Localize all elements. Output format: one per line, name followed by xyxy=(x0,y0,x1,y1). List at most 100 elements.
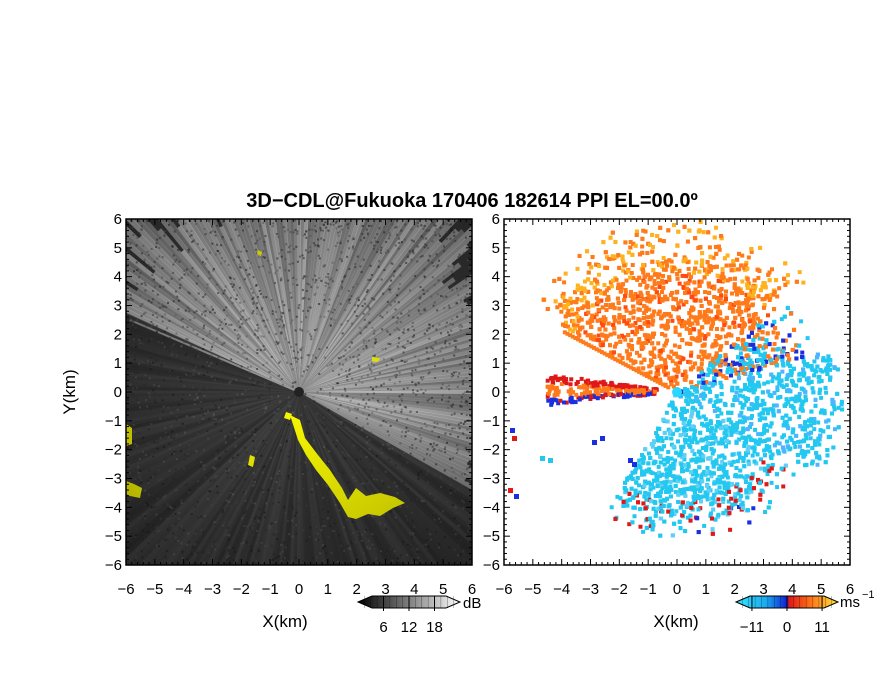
velocity-cell xyxy=(770,462,775,467)
velocity-cell xyxy=(780,369,785,374)
velocity-cell xyxy=(826,418,831,423)
velocity-cell xyxy=(801,373,806,378)
velocity-cell xyxy=(775,294,780,299)
y-tick-label: 4 xyxy=(114,269,122,286)
velocity-cell xyxy=(630,297,635,302)
y-tick-label: −4 xyxy=(105,499,122,516)
velocity-cell xyxy=(675,243,680,248)
y-tick-label: 1 xyxy=(114,355,122,372)
velocity-cell xyxy=(687,272,692,277)
y-tick-label: −6 xyxy=(105,557,122,574)
velocity-cell xyxy=(775,331,780,336)
velocity-cell xyxy=(665,479,670,484)
y-tick-label: −2 xyxy=(105,442,122,459)
y-tick-label: −3 xyxy=(105,471,122,488)
velocity-cell xyxy=(683,424,688,429)
velocity-cell xyxy=(733,502,738,507)
y-tick-label: 5 xyxy=(114,240,122,257)
x-tick-label: 3 xyxy=(381,581,389,598)
velocity-cell xyxy=(656,341,661,346)
velocity-cell xyxy=(693,477,698,482)
velocity-cell xyxy=(774,335,779,340)
reflectivity-vignette xyxy=(126,219,472,565)
velocity-cell xyxy=(668,293,673,298)
velocity-cell xyxy=(660,264,665,269)
velocity-field xyxy=(504,219,850,565)
velocity-cell xyxy=(747,342,752,347)
velocity-cell xyxy=(634,466,639,471)
velocity-cell xyxy=(832,407,837,412)
velocity-cell xyxy=(623,305,628,310)
velocity-cell xyxy=(812,373,817,378)
velocity-cell xyxy=(592,334,597,339)
velocity-cell xyxy=(637,463,642,468)
velocity-cell xyxy=(710,451,715,456)
velocity-cell xyxy=(659,447,664,452)
velocity-cell xyxy=(653,287,658,292)
velocity-cell xyxy=(667,403,672,408)
velocity-cell xyxy=(746,313,751,318)
velocity-cell xyxy=(633,291,638,296)
x-tick-label: −1 xyxy=(262,581,279,598)
x-tick-label: 5 xyxy=(439,581,447,598)
velocity-cell xyxy=(695,456,700,461)
velocity-cell xyxy=(748,347,753,352)
velocity-cell xyxy=(805,364,810,369)
x-tick-label: 0 xyxy=(295,581,303,598)
velocity-cell xyxy=(657,445,662,450)
velocity-cell xyxy=(594,296,599,301)
reflectivity-field xyxy=(126,219,472,565)
velocity-cell xyxy=(756,432,761,437)
velocity-cell xyxy=(793,444,798,449)
velocity-cell xyxy=(706,367,711,372)
velocity-cell xyxy=(614,341,619,346)
velocity-cell xyxy=(753,427,758,432)
velocity-cell xyxy=(740,327,745,332)
chart-title: 3D−CDL@Fukuoka 170406 182614 PPI EL=00.0… xyxy=(246,190,698,212)
velocity-cell xyxy=(819,408,824,413)
velocity-cell xyxy=(701,396,706,401)
velocity-cell xyxy=(638,282,643,287)
x-tick-label: 1 xyxy=(324,581,332,598)
velocity-cell xyxy=(757,325,762,330)
velocity-cell xyxy=(759,457,764,462)
velocity-cell xyxy=(777,286,782,291)
velocity-cell xyxy=(775,485,780,490)
velocity-cell xyxy=(702,309,707,314)
x-tick-label: 6 xyxy=(468,581,476,598)
velocity-cell xyxy=(640,244,645,249)
velocity-cell xyxy=(699,473,704,478)
velocity-cell xyxy=(761,407,766,412)
velocity-cell xyxy=(801,280,806,285)
velocity-cell xyxy=(805,443,810,448)
velocity-cell xyxy=(669,259,674,264)
x-tick-label: −4 xyxy=(175,581,192,598)
velocity-cell xyxy=(669,349,674,354)
velocity-cells xyxy=(508,219,845,538)
velocity-cell xyxy=(689,350,694,355)
velocity-cell xyxy=(687,327,692,332)
x-tick-label: 2 xyxy=(352,581,360,598)
y-tick-label: 3 xyxy=(114,298,122,315)
velocity-cell xyxy=(765,428,770,433)
y-tick-label: −5 xyxy=(105,528,122,545)
velocity-cell xyxy=(826,425,831,430)
velocity-cell xyxy=(701,494,706,499)
velocity-cell xyxy=(757,328,762,333)
velocity-cell xyxy=(626,250,631,255)
velocity-cell xyxy=(794,394,799,399)
velocity-cell xyxy=(819,378,824,383)
velocity-cell xyxy=(566,324,571,329)
velocity-cell xyxy=(742,443,747,448)
y-tick-label: 2 xyxy=(114,326,122,343)
x-tick-label: −3 xyxy=(204,581,221,598)
velocity-cell xyxy=(562,280,567,285)
velocity-cell xyxy=(756,370,761,375)
velocity-cell xyxy=(647,467,652,472)
velocity-cell xyxy=(685,408,690,413)
x-tick-label: 4 xyxy=(410,581,418,598)
